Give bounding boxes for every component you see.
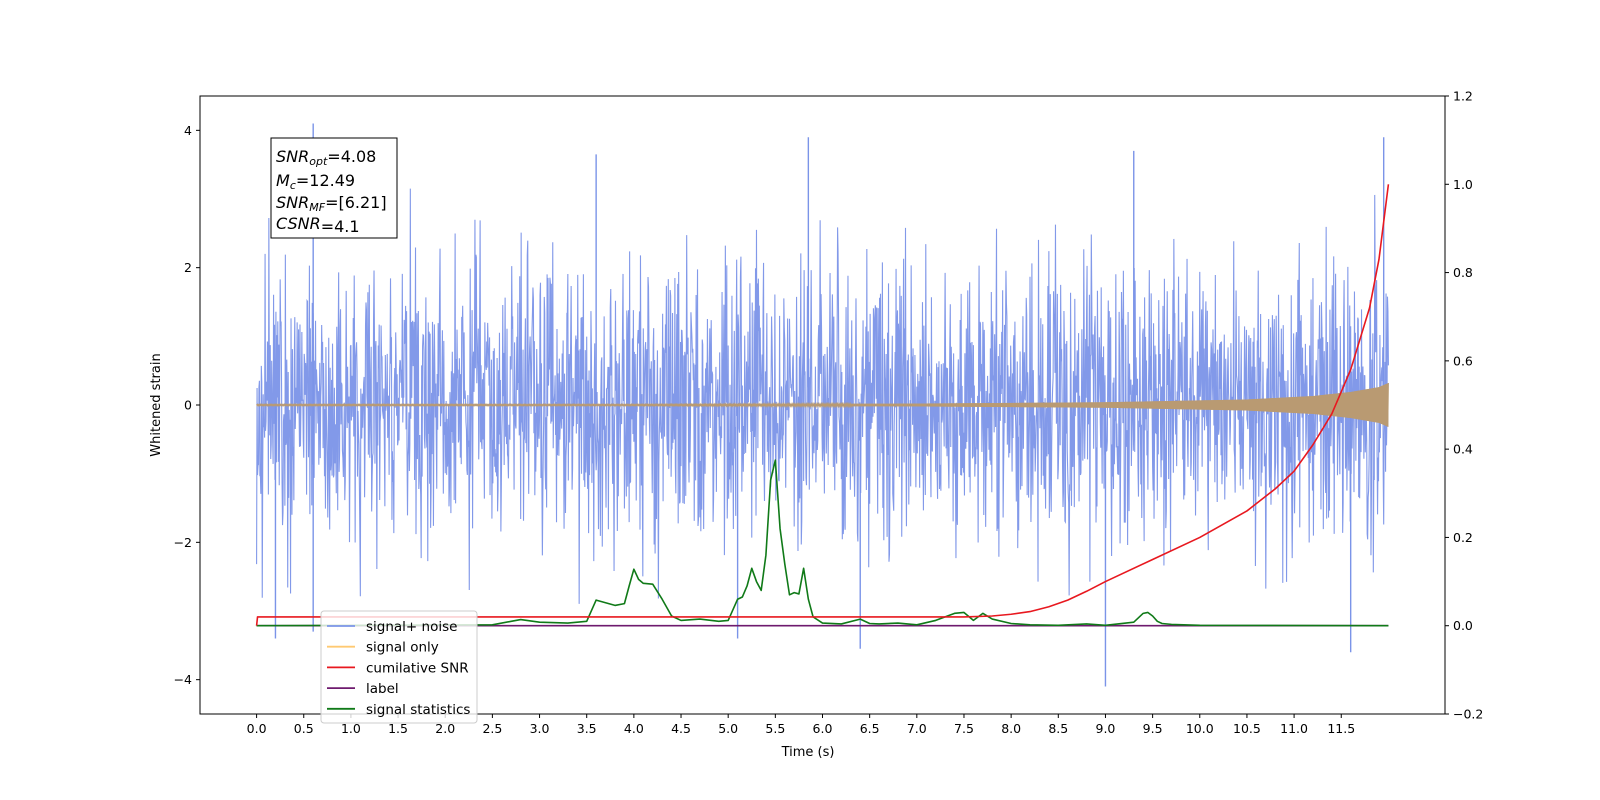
x-tick-label: 6.5: [860, 721, 880, 736]
x-tick-label: 8.0: [1001, 721, 1021, 736]
x-tick-label: 11.0: [1280, 721, 1308, 736]
legend-entry: signal statistics: [327, 702, 470, 718]
y-left-tick-label: 2: [184, 260, 192, 275]
x-tick-label: 4.5: [671, 721, 691, 736]
y-right-tick-label: 0.2: [1453, 530, 1473, 545]
x-tick-label: 8.5: [1048, 721, 1068, 736]
y-right-tick-label: 1.0: [1453, 177, 1473, 192]
signal-only-envelope: [256, 383, 1389, 427]
y-right-tick-label: 0.8: [1453, 265, 1473, 280]
legend-entries: signal+ noise signal only cumilative SNR la…: [327, 619, 470, 718]
legend-entry: label: [327, 681, 399, 697]
annotation-line-mc: Mc=12.49: [276, 171, 355, 192]
annotation-line-csnr: CSNR=4.1: [276, 214, 360, 236]
x-tick-label: 10.5: [1233, 721, 1261, 736]
series-cumulative-snr: [255, 184, 1390, 626]
x-tick-label: 9.0: [1096, 721, 1116, 736]
y-left-tick-label: −4: [174, 672, 192, 687]
legend-entry: signal+ noise: [327, 619, 457, 635]
legend-label: signal statistics: [366, 702, 470, 718]
x-tick-label: 11.5: [1327, 721, 1355, 736]
y-right-tick-label: −0.2: [1453, 707, 1483, 722]
series-signal-statistics: [256, 459, 1389, 627]
series-signal-noise: [256, 188, 1389, 604]
legend-label: cumilative SNR: [366, 660, 469, 676]
y-right-tick-label: 0.0: [1453, 618, 1473, 633]
x-tick-label: 3.5: [577, 721, 597, 736]
x-tick-label: 7.5: [954, 721, 974, 736]
y-right-tick-label: 0.6: [1453, 353, 1473, 368]
annotation-line-snr-mf: SNRMF=[6.21]: [276, 193, 387, 214]
x-tick-label: 0.5: [294, 721, 314, 736]
x-axis-label: Time (s): [781, 745, 835, 760]
annotation-box: SNRopt=4.08 Mc=12.49 SNRMF=[6.21] CSNR=4…: [270, 137, 398, 239]
annotation-line-snr-opt: SNRopt=4.08: [276, 147, 376, 168]
annotation-frame: [270, 137, 398, 239]
y-left-tick-label: 4: [184, 123, 192, 138]
series-layer: [255, 123, 1390, 687]
legend-label: signal only: [366, 640, 439, 656]
legend-frame: [320, 610, 478, 724]
x-tick-label: 2.0: [435, 721, 455, 736]
legend-label: label: [366, 681, 399, 697]
x-tick-label: 0.0: [247, 721, 267, 736]
x-tick-label: 1.0: [341, 721, 361, 736]
axes-layer: 0.0 0.5 1.0 1.5 2.0 2.5 3.0 3.5 4.0 4.5 5.0 5.5 6.0 6…: [174, 89, 1484, 737]
x-tick-label: 7.0: [907, 721, 927, 736]
x-tick-label: 4.0: [624, 721, 644, 736]
x-tick-label: 10.0: [1186, 721, 1214, 736]
legend: signal+ noise signal only cumilative SNR la…: [320, 610, 478, 724]
y-right-tick-label: 1.2: [1453, 89, 1473, 104]
legend-entry: signal only: [327, 640, 439, 656]
x-tick-label: 1.5: [388, 721, 408, 736]
y-left-tick-label: 0: [184, 398, 192, 413]
x-tick-label: 3.0: [530, 721, 550, 736]
x-tick-label: 2.5: [482, 721, 502, 736]
y-axis-label: Whitened strain: [149, 353, 164, 456]
legend-entry: cumilative SNR: [327, 660, 469, 676]
x-tick-label: 5.0: [718, 721, 738, 736]
y-right-tick-label: 0.4: [1453, 442, 1473, 457]
legend-label: signal+ noise: [366, 619, 457, 635]
x-tick-label: 5.5: [765, 721, 785, 736]
x-tick-label: 6.0: [813, 721, 833, 736]
x-tick-label: 9.5: [1143, 721, 1163, 736]
y-left-tick-label: −2: [174, 535, 192, 550]
